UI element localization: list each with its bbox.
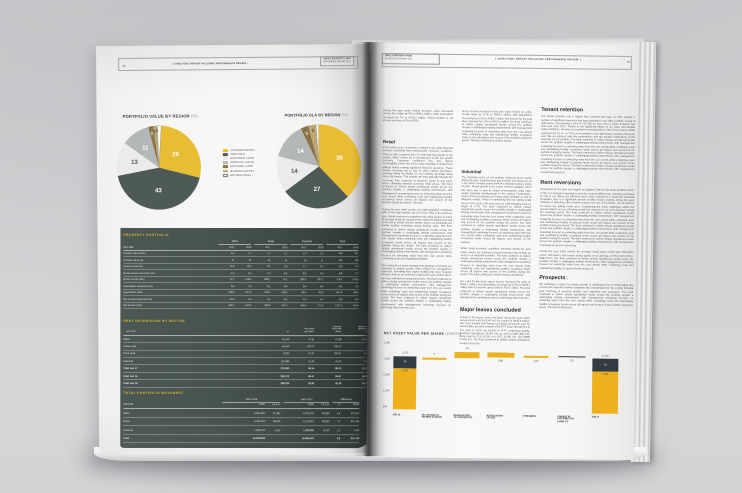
svg-text:29: 29	[172, 152, 179, 158]
svg-text:27: 27	[314, 187, 321, 193]
svg-text:14: 14	[297, 149, 304, 155]
svg-text:38: 38	[336, 156, 343, 162]
svg-text:11: 11	[142, 145, 149, 151]
svg-text:13: 13	[131, 160, 138, 166]
svg-text:3: 3	[311, 128, 315, 133]
svg-text:2: 2	[156, 128, 159, 133]
svg-text:43: 43	[155, 188, 162, 194]
svg-text:2: 2	[150, 130, 154, 135]
svg-text:3: 3	[305, 130, 310, 136]
svg-text:2: 2	[153, 129, 157, 134]
svg-text:14: 14	[291, 169, 298, 175]
